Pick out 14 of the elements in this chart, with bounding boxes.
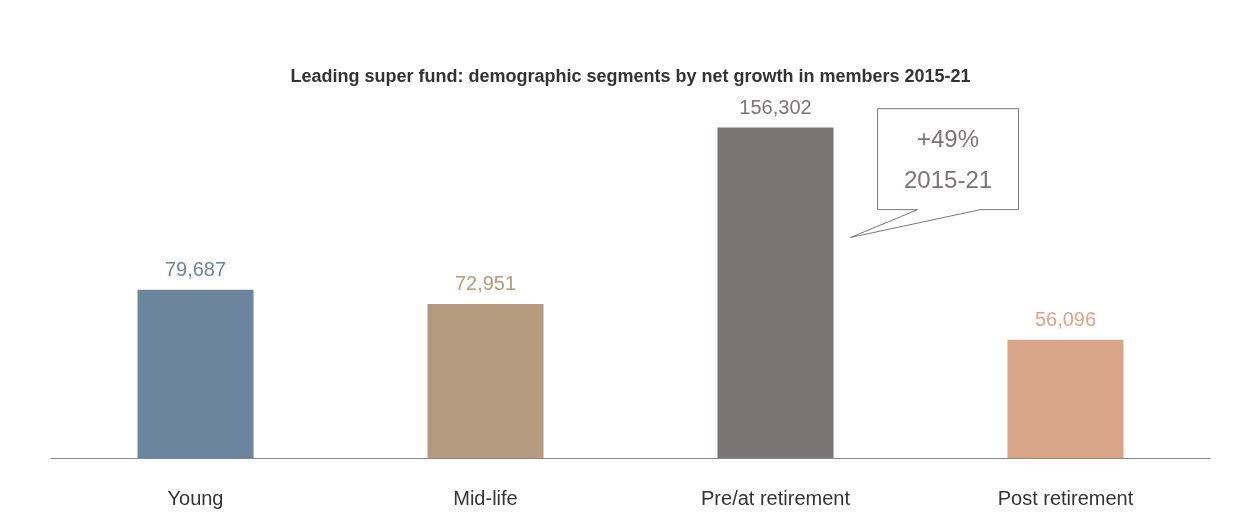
data-label: 56,096 (1034, 307, 1097, 330)
bar (137, 289, 254, 459)
x-tick-label: Pre/at retirement (701, 486, 851, 509)
x-tick-label: Post retirement (997, 486, 1134, 509)
annotation: +49% 2015-21 (904, 125, 993, 193)
x-tick-label: Mid-life (453, 486, 518, 509)
x-tick-label: Young (167, 486, 224, 509)
chart-title: Leading super fund: demographic segments by net growth in members 2015-21 (290, 65, 971, 86)
bar (427, 304, 544, 459)
data-label: 72,951 (454, 272, 517, 295)
data-label: 79,687 (164, 257, 227, 280)
bar (1007, 339, 1124, 459)
data-label: 156,302 (739, 95, 812, 118)
bar (717, 127, 834, 459)
